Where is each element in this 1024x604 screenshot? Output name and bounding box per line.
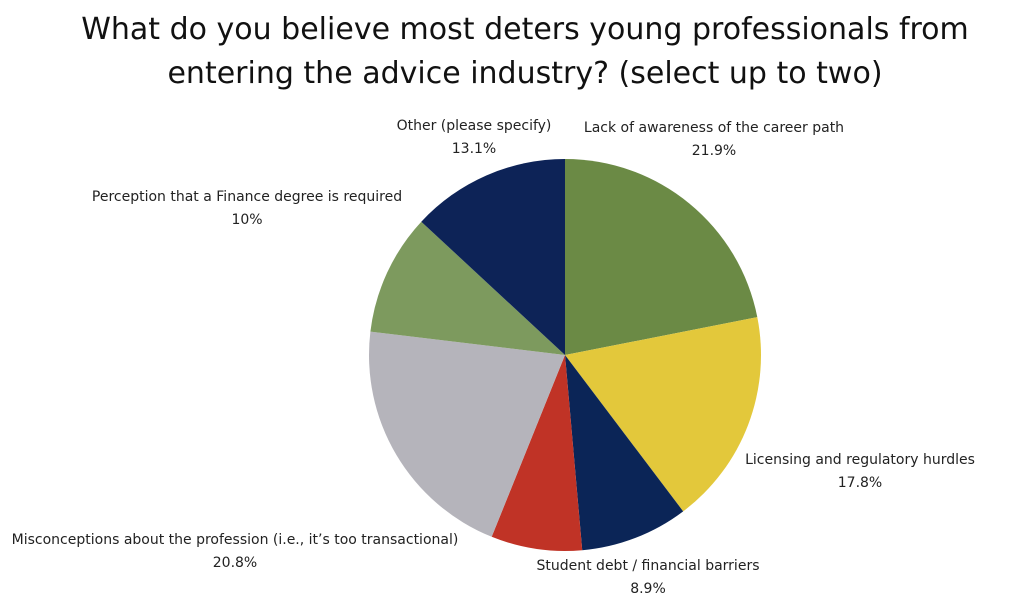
value-label: 10%: [231, 212, 262, 228]
chart-title: What do you believe most deters young pr…: [81, 12, 969, 91]
value-label: 17.8%: [838, 475, 882, 491]
value-label: 13.1%: [452, 141, 496, 157]
value-label: 20.8%: [213, 555, 257, 571]
slice-label: Student debt / financial barriers: [537, 558, 760, 574]
pie-slice: [491, 355, 583, 551]
pie-slice: [565, 355, 684, 551]
pie-slice: [421, 159, 565, 355]
pie-slice: [565, 317, 761, 512]
pie-slice: [370, 221, 565, 355]
slice-label: Lack of awareness of the career path: [584, 120, 844, 136]
slice-label: Licensing and regulatory hurdles: [745, 452, 975, 468]
slice-label: Misconceptions about the profession (i.e…: [12, 532, 459, 548]
pie-slice: [369, 331, 565, 537]
value-label: 8.9%: [630, 581, 666, 597]
pie-slice: [565, 159, 758, 355]
slice-label: Perception that a Finance degree is requ…: [92, 189, 402, 205]
slice-label: Other (please specify): [397, 118, 552, 134]
value-label: 21.9%: [692, 143, 736, 159]
